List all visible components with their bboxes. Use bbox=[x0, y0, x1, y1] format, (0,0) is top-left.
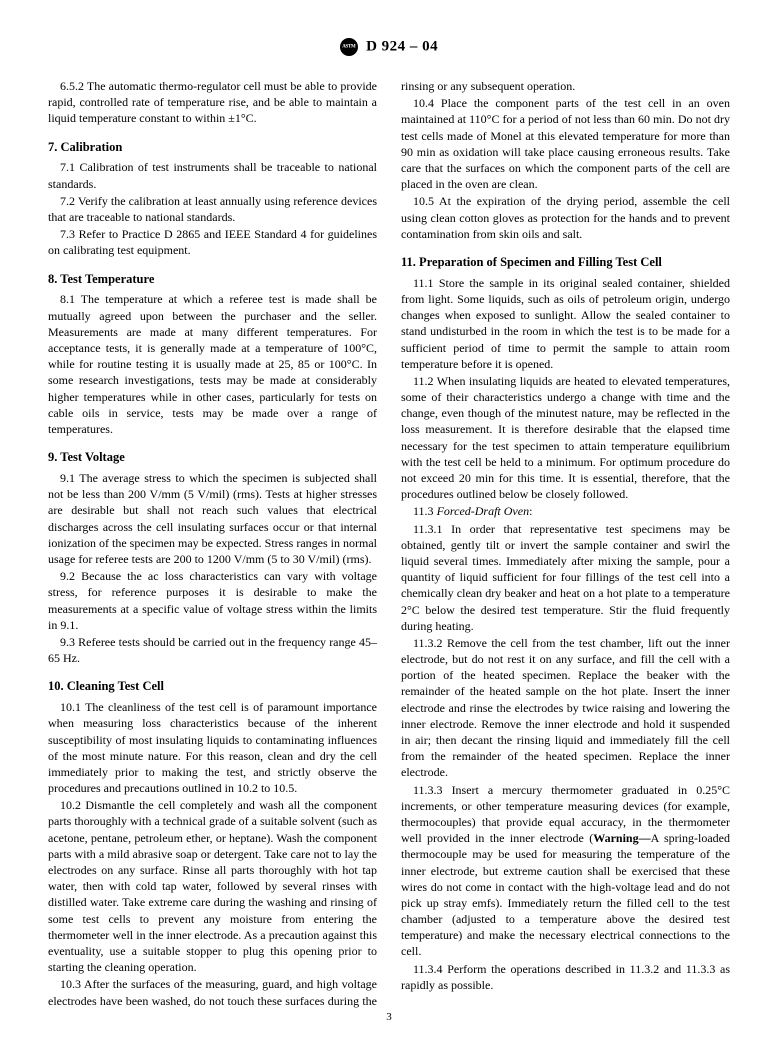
warning-label: Warning— bbox=[593, 831, 650, 845]
heading-8: 8. Test Temperature bbox=[48, 271, 377, 288]
para-10-2: 10.2 Dismantle the cell completely and w… bbox=[48, 797, 377, 975]
para-7-1: 7.1 Calibration of test instruments shal… bbox=[48, 159, 377, 191]
para-9-1: 9.1 The average stress to which the spec… bbox=[48, 470, 377, 567]
para-11-3-1: 11.3.1 In order that representative test… bbox=[401, 521, 730, 634]
para-10-5: 10.5 At the expiration of the drying per… bbox=[401, 193, 730, 242]
para-11-3-4: 11.3.4 Perform the operations described … bbox=[401, 961, 730, 993]
para-11-3-3-b: A spring-loaded thermocouple may be used… bbox=[401, 831, 730, 958]
heading-10: 10. Cleaning Test Cell bbox=[48, 678, 377, 695]
para-7-2: 7.2 Verify the calibration at least annu… bbox=[48, 193, 377, 225]
para-10-1: 10.1 The cleanliness of the test cell is… bbox=[48, 699, 377, 796]
para-9-3: 9.3 Referee tests should be carried out … bbox=[48, 634, 377, 666]
para-11-3-label: 11.3 bbox=[413, 504, 437, 518]
document-page: D 924 – 04 6.5.2 The automatic thermo-re… bbox=[0, 0, 778, 1041]
heading-7: 7. Calibration bbox=[48, 139, 377, 156]
page-number: 3 bbox=[386, 1011, 392, 1023]
heading-9: 9. Test Voltage bbox=[48, 449, 377, 466]
para-11-1: 11.1 Store the sample in its original se… bbox=[401, 275, 730, 372]
para-8-1: 8.1 The temperature at which a referee t… bbox=[48, 291, 377, 437]
para-11-3-3: 11.3.3 Insert a mercury thermometer grad… bbox=[401, 782, 730, 960]
para-11-3-2: 11.3.2 Remove the cell from the test cha… bbox=[401, 635, 730, 781]
para-7-3: 7.3 Refer to Practice D 2865 and IEEE St… bbox=[48, 226, 377, 258]
para-9-2: 9.2 Because the ac loss characteristics … bbox=[48, 568, 377, 633]
para-6-5-2: 6.5.2 The automatic thermo-regulator cel… bbox=[48, 78, 377, 127]
body-columns: 6.5.2 The automatic thermo-regulator cel… bbox=[48, 78, 730, 1009]
para-11-2: 11.2 When insulating liquids are heated … bbox=[401, 373, 730, 503]
astm-logo-icon bbox=[340, 38, 358, 56]
heading-11: 11. Preparation of Specimen and Filling … bbox=[401, 254, 730, 271]
forced-draft-oven-label: Forced-Draft Oven bbox=[437, 504, 530, 518]
designation-text: D 924 – 04 bbox=[366, 38, 438, 54]
page-header: D 924 – 04 bbox=[48, 38, 730, 56]
para-11-3: 11.3 Forced-Draft Oven: bbox=[401, 503, 730, 519]
para-10-4: 10.4 Place the component parts of the te… bbox=[401, 95, 730, 192]
